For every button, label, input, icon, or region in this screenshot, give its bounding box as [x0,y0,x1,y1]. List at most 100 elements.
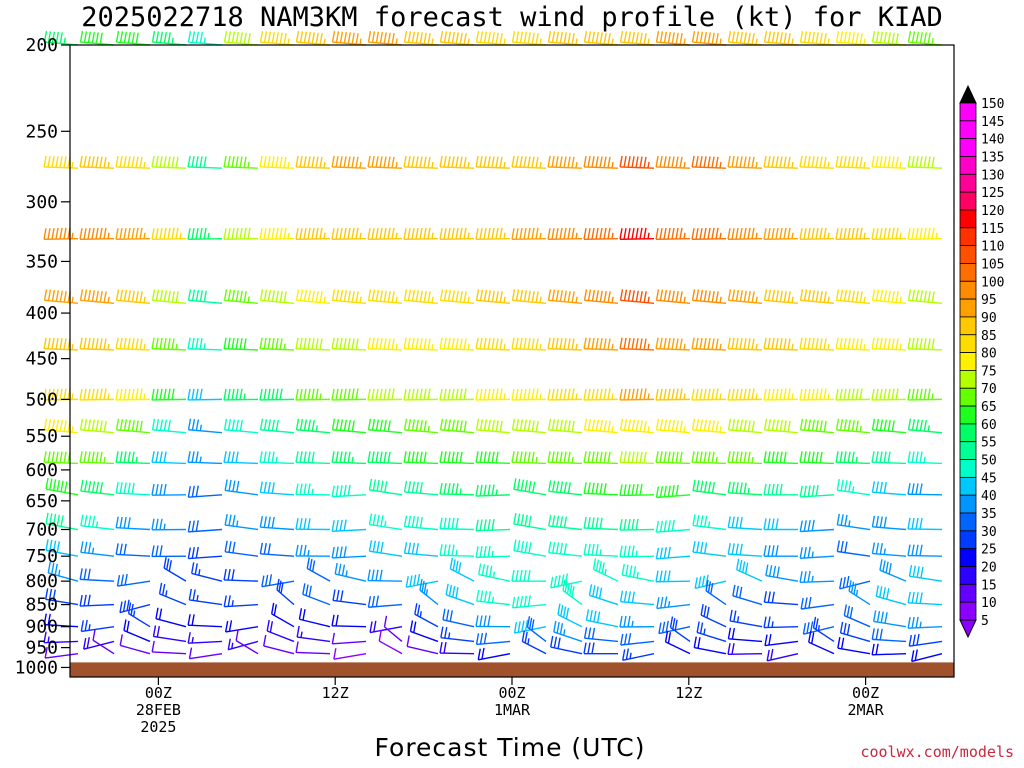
barb-feather [807,451,811,463]
barb-feather [667,546,671,559]
barb-half-feather [395,296,398,303]
barb-feather [779,451,783,463]
barb-feather [912,634,916,646]
wind-barb [44,588,79,606]
barb-feather [448,584,453,597]
barb-shaft [116,527,151,531]
barb-feather [59,420,63,432]
barb-feather [703,419,708,431]
x-tick-label: 1MAR [494,701,531,719]
wind-barb [871,418,907,434]
barb-feather [44,646,48,659]
wind-barb [547,155,583,169]
barb-shaft [512,603,547,609]
barb-feather [371,595,376,608]
barb-feather [339,485,343,497]
wind-barb [367,155,403,169]
barb-feather [191,418,196,431]
barb-feather [567,451,571,464]
barb-feather [595,338,599,350]
barb-feather [655,228,659,240]
barb-feather [445,609,450,621]
barb-feather [495,227,499,240]
wind-barb [511,418,547,434]
wind-barb [331,451,367,465]
barb-feather [87,542,92,554]
barb-feather [551,541,556,554]
barb-shaft [260,429,295,434]
barb-feather [859,227,863,239]
barb-feather [623,484,627,496]
barb-feather [511,337,515,349]
barb-feather [159,483,163,496]
barb-half-feather [575,393,578,400]
barb-feather [315,32,319,44]
barb-feather [550,576,554,588]
barb-feather [763,289,768,301]
barb-feather [455,156,459,168]
barb-feather [351,156,355,168]
barb-shaft [728,429,763,434]
barb-shaft [584,461,619,465]
barb-half-feather [751,456,754,464]
barb-feather [283,33,287,45]
barb-shaft [513,488,547,496]
colorbar-swatch [959,298,977,318]
barb-feather [515,570,519,582]
wind-barb [562,579,583,606]
barb-feather [783,156,787,168]
barb-feather [587,451,591,463]
barb-shaft [404,398,439,401]
barb-feather [99,290,103,303]
barb-feather [595,31,600,44]
barb-feather [643,451,647,464]
barb-feather [667,485,671,497]
barb-shaft [440,554,475,557]
barb-feather [455,483,459,495]
barb-half-feather [852,486,855,493]
barb-feather [595,482,599,495]
barb-feather [751,420,755,432]
barb-feather [535,388,539,400]
barb-feather [875,481,880,493]
barb-feather [915,388,919,400]
barb-feather [369,621,373,633]
barb-feather [51,419,56,431]
barb-feather [583,482,587,494]
barb-feather [127,156,131,168]
barb-feather [595,227,599,240]
wind-barb [223,418,259,434]
wind-barb [439,30,475,46]
barb-feather [475,418,480,430]
barb-half-feather [647,426,650,433]
barb-feather [879,559,883,571]
barb-feather [311,420,315,432]
barb-half-feather [683,161,686,169]
barb-shaft [728,492,763,496]
barb-half-feather [791,161,794,169]
barb-feather [355,338,359,350]
barb-shaft [836,166,871,169]
barb-shaft [844,614,871,628]
barb-feather [836,540,841,552]
barb-feather [775,156,779,168]
barb-feather [411,156,415,168]
barb-shaft [188,640,223,644]
barb-feather [451,227,455,240]
barb-feather [526,616,531,628]
barb-feather [483,337,487,350]
barb-feather [619,451,623,463]
wind-barb [403,227,439,240]
wind-barb [511,289,547,304]
barb-feather [847,419,852,431]
barb-shaft [836,398,871,401]
barb-shaft [692,461,727,465]
colorbar-top-arrow [959,84,977,104]
barb-feather [299,518,303,530]
wind-barb [655,388,691,401]
wind-barb [727,643,763,655]
barb-feather [883,388,887,400]
barb-shaft [908,493,943,496]
barb-shaft [80,603,115,607]
barb-shaft [764,348,799,351]
